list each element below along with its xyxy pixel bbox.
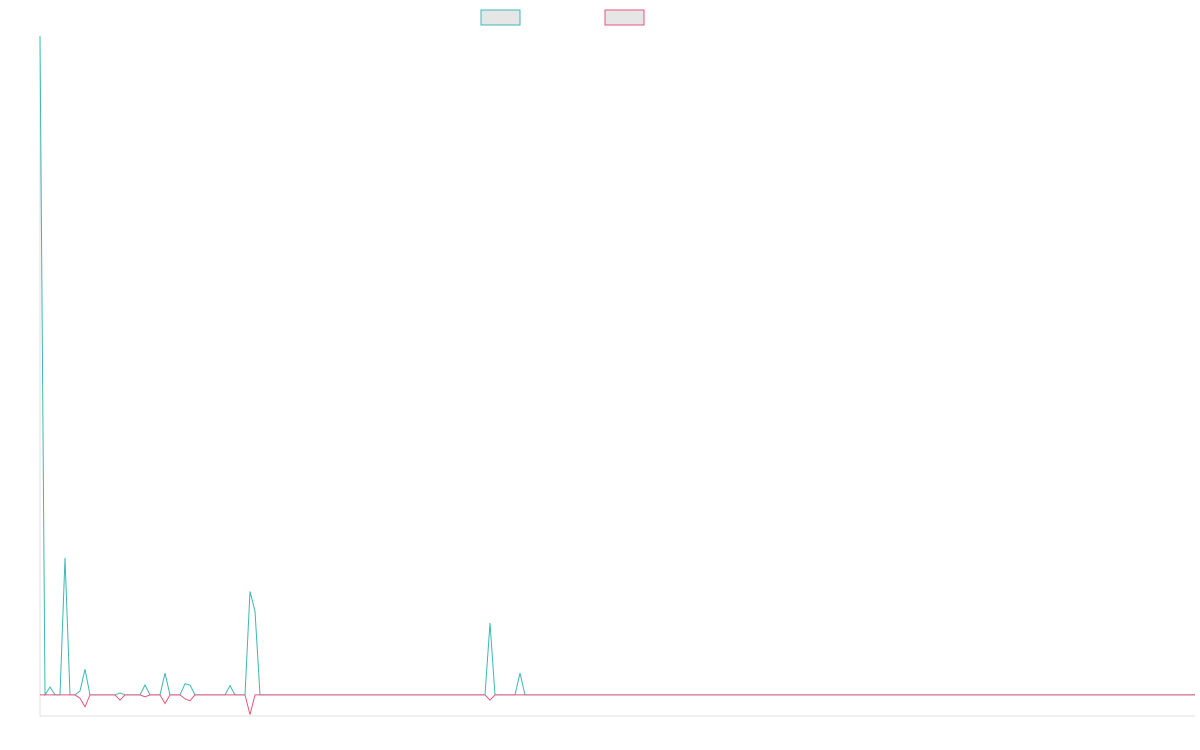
legend-swatch[interactable] (480, 9, 521, 26)
series-line (39, 35, 1195, 697)
series-line (40, 694, 1195, 715)
legend-swatch[interactable] (604, 9, 645, 26)
